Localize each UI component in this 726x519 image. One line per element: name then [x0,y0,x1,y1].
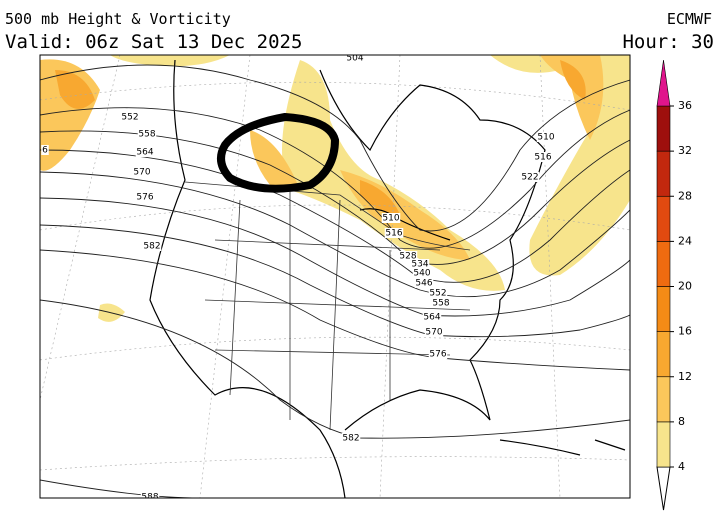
contour-label: 510 [382,214,399,224]
contour-label: 546 [415,279,432,289]
colorbar-tick-label: 32 [678,144,692,157]
contour-label: 552 [429,289,446,299]
contour-label: 516 [534,153,551,163]
colorbar-tick-label: 24 [678,234,692,247]
contour-label-bg [142,241,162,251]
contour-label: 558 [432,299,449,309]
hand-drawn-circle [217,112,340,193]
colorbar-tick-label: 4 [678,460,685,473]
contour-label-bg [137,129,157,139]
contour-label: 540 [413,269,430,279]
vorticity-shading [40,55,630,322]
contour-label-bg [120,112,140,122]
contour-label: 582 [143,242,160,252]
colorbar-tick-label: 12 [678,370,692,383]
contour-label: 528 [399,252,416,262]
colorbar-segment [656,150,671,197]
colorbar-segment [656,421,671,468]
contour-label-bg [135,147,155,157]
contour-label: 558 [138,130,155,140]
contour-label-bg [520,172,540,182]
colorbar-segment [656,331,671,378]
colorbar-tick-label: 28 [678,189,692,202]
contour-label: 534 [411,260,428,270]
colorbar-segment [656,195,671,242]
colorbar-tick-label: 20 [678,280,692,293]
contour-label-bg [431,298,451,308]
title: 500 mb Height & Vorticity [5,10,231,28]
contour-label-bg [414,278,434,288]
colorbar-tick-label: 36 [678,99,692,112]
contour-label-bg [345,55,365,63]
colorbar-tick-label: 16 [678,325,692,338]
colorbar-segment [656,286,671,332]
contour-label: 510 [537,133,554,143]
map-frame [40,55,630,498]
colorbar-low-end [656,466,671,511]
contour-label-bg [398,251,418,261]
valid-time: Valid: 06z Sat 13 Dec 2025 [5,31,302,53]
colorbar-segment [656,376,671,423]
contour-label-bg [422,312,442,322]
colorbar-segment [656,241,671,287]
contour-label: 588 [141,493,158,503]
model-name: ECMWF [667,10,712,28]
contour-label: 504 [346,54,363,64]
coastlines [149,59,626,498]
colorbar-high-end [656,59,671,107]
contour-label: 576 [136,193,153,203]
contour-label: 582 [342,434,359,444]
contour-label: 576 [429,350,446,360]
forecast-hour: Hour: 30 [622,31,714,53]
contour-label-bg [41,145,49,155]
colorbar-tick-label: 8 [678,415,685,428]
contour-label: 6 [42,146,48,156]
map: 5525585645705765826504510516528534540546… [39,54,631,503]
contour-label-bg [132,167,152,177]
contour-label: 516 [385,229,402,239]
height-contours [40,64,630,498]
colorbar: 4 8 12 16 20 24 28 32 36 [656,59,692,511]
contour-label-bg [341,433,361,443]
contour-label-bg [424,327,444,337]
contour-label: 570 [425,328,442,338]
contour-label-bg [381,213,401,223]
contour-label-bg [536,132,556,142]
contour-label: 564 [423,313,440,323]
contour-label-bg [140,492,160,498]
contour-label: 522 [521,173,538,183]
colorbar-segment [656,105,671,152]
contour-label: 564 [136,148,153,158]
contour-label-bg [135,192,155,202]
contour-label: 570 [133,168,150,178]
contour-label-bg [533,152,553,162]
contour-label-bg [410,259,430,269]
contour-label-bg [412,268,432,278]
contour-label-bg [428,349,448,359]
contour-label-bg [428,288,448,298]
map-border [39,54,631,499]
contour-label-bg [384,228,404,238]
contour-label: 552 [121,113,138,123]
